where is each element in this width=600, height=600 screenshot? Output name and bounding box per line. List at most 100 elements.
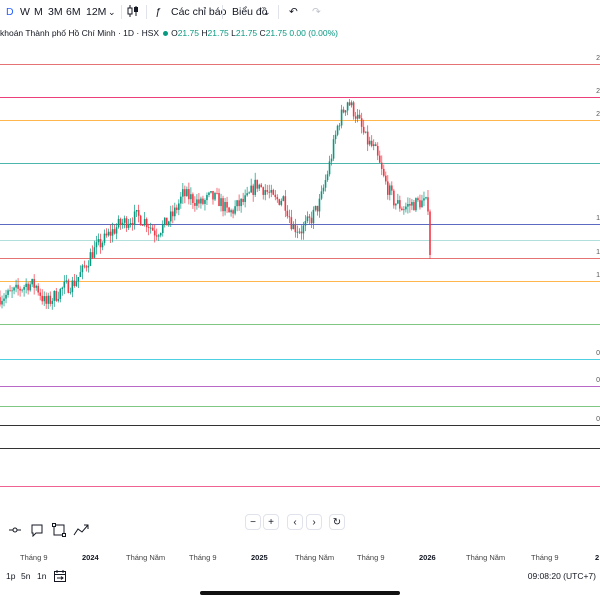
- interval-w-button[interactable]: W: [20, 6, 30, 18]
- level-price-label: 1: [596, 215, 600, 222]
- indicators-icon[interactable]: ƒ: [155, 6, 161, 18]
- candle: [55, 288, 58, 302]
- x-tick: Tháng 9: [20, 553, 48, 562]
- chevron-down-icon[interactable]: ⌄: [108, 7, 116, 17]
- reset-chart-button[interactable]: ↻: [329, 514, 345, 530]
- candle: [354, 111, 357, 123]
- candle: [89, 248, 92, 267]
- candle: [342, 106, 345, 114]
- candle: [137, 204, 140, 223]
- x-tick: Tháng 9: [357, 553, 385, 562]
- candle: [405, 202, 407, 213]
- candle: [214, 191, 216, 202]
- candle: [163, 217, 166, 228]
- zoom-out-button[interactable]: −: [245, 514, 261, 530]
- chart-type-button[interactable]: Biểu đồ: [232, 6, 268, 18]
- candle: [11, 287, 13, 298]
- redo-icon[interactable]: ↷: [312, 6, 321, 18]
- candle: [312, 206, 315, 230]
- price-chart[interactable]: [0, 42, 600, 510]
- line-tool-icon[interactable]: [6, 521, 24, 539]
- candle: [234, 200, 236, 216]
- trend-path-icon[interactable]: [72, 521, 90, 539]
- candle: [165, 217, 168, 226]
- rectangle-tool-icon[interactable]: [50, 521, 68, 539]
- candle: [302, 221, 305, 240]
- top-toolbar: D W M 3M 6M 12M ⌄ ƒ Các chỉ báo Biểu đồ …: [0, 0, 600, 24]
- toolbar-divider: [278, 5, 279, 19]
- date-range-icon[interactable]: [53, 569, 67, 585]
- interval-3m-button[interactable]: 3M: [48, 6, 63, 18]
- candle: [324, 174, 327, 192]
- ohlc-open: O21.75: [171, 28, 199, 38]
- candle: [226, 196, 228, 213]
- candle: [149, 222, 152, 234]
- scroll-left-button[interactable]: ‹: [287, 514, 303, 530]
- range-1n-button[interactable]: 1n: [37, 571, 47, 581]
- candlestick-icon[interactable]: [127, 4, 139, 20]
- level-price-label: 0: [596, 350, 600, 357]
- candle: [109, 224, 112, 243]
- candle: [69, 287, 72, 295]
- x-tick: 2026: [419, 553, 436, 562]
- candle: [298, 228, 301, 235]
- candle: [252, 183, 254, 202]
- candle: [262, 186, 265, 200]
- candle: [147, 223, 150, 236]
- candle: [139, 214, 142, 226]
- candle: [292, 221, 295, 230]
- candle: [395, 203, 397, 210]
- candle: [326, 170, 329, 182]
- interval-m-button[interactable]: M: [34, 6, 43, 18]
- candle: [200, 196, 202, 209]
- candle: [47, 292, 50, 309]
- candle: [159, 232, 162, 238]
- candle: [93, 240, 96, 259]
- candle: [198, 193, 200, 208]
- candle: [294, 218, 297, 238]
- market-status-dot: [163, 31, 169, 37]
- candle: [91, 245, 94, 259]
- interval-12m-button[interactable]: 12M: [86, 6, 107, 18]
- level-price-label: 1: [596, 249, 600, 256]
- candle: [391, 181, 393, 196]
- candle: [129, 218, 132, 228]
- undo-icon[interactable]: ↶: [289, 6, 298, 18]
- range-1p-button[interactable]: 1p: [6, 571, 16, 581]
- toolbar-divider: [222, 5, 223, 19]
- candle: [429, 209, 431, 259]
- interval-d-button[interactable]: D: [6, 6, 14, 18]
- candle: [192, 192, 194, 209]
- candle: [21, 288, 23, 293]
- candle: [167, 220, 170, 227]
- candle: [272, 188, 275, 196]
- zoom-in-button[interactable]: +: [263, 514, 279, 530]
- x-tick: 2: [595, 553, 600, 562]
- candle: [411, 199, 413, 211]
- candle: [81, 264, 84, 280]
- candle: [346, 101, 349, 116]
- scroll-right-button[interactable]: ›: [306, 514, 322, 530]
- interval-6m-button[interactable]: 6M: [66, 6, 81, 18]
- candle: [393, 188, 395, 209]
- candle: [384, 171, 387, 185]
- candle: [210, 191, 212, 194]
- comment-icon[interactable]: [28, 521, 46, 539]
- level-price-label: 0: [596, 416, 600, 423]
- candle: [53, 290, 56, 307]
- candle: [202, 195, 204, 206]
- candle: [320, 185, 323, 201]
- candle: [15, 279, 17, 293]
- candle: [366, 125, 369, 152]
- candle: [348, 99, 351, 107]
- candle: [264, 184, 267, 201]
- candle: [417, 196, 419, 203]
- candle: [208, 191, 210, 198]
- indicators-button[interactable]: Các chỉ báo: [171, 6, 227, 18]
- chevron-down-icon[interactable]: ⌄: [263, 7, 271, 17]
- candle: [145, 217, 148, 233]
- range-5n-button[interactable]: 5n: [21, 571, 31, 581]
- candle: [23, 284, 25, 297]
- candle: [332, 135, 335, 161]
- candle: [322, 184, 325, 195]
